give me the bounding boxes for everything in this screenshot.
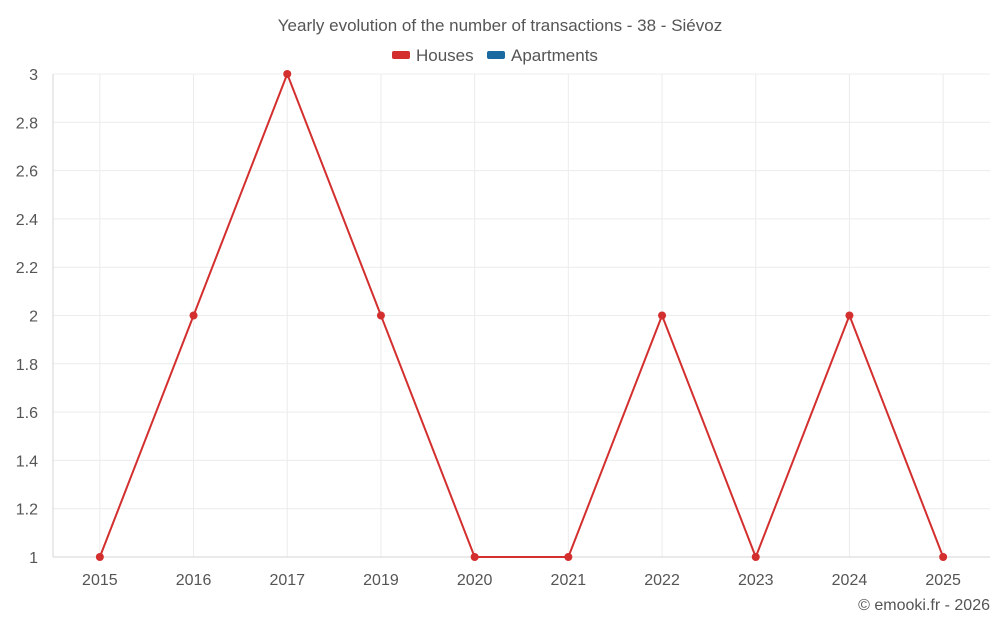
x-tick-label: 2023: [738, 572, 774, 589]
data-point-houses[interactable]: [751, 553, 760, 561]
legend-label-houses: Houses: [416, 46, 474, 65]
y-tick-label: 1.2: [16, 502, 38, 519]
legend-swatch-apartments: [487, 51, 505, 59]
data-point-houses[interactable]: [376, 311, 385, 320]
data-point-houses[interactable]: [283, 70, 292, 78]
legend-swatch-houses: [392, 51, 410, 59]
data-point-houses[interactable]: [470, 553, 479, 561]
x-tick-label: 2021: [551, 572, 587, 589]
legend: Houses Apartments: [392, 46, 598, 65]
y-tick-label: 2.4: [16, 212, 38, 229]
data-point-houses[interactable]: [845, 311, 854, 320]
y-tick-label: 1: [29, 550, 38, 567]
data-point-houses[interactable]: [189, 311, 198, 320]
data-point-houses[interactable]: [658, 311, 667, 320]
chart-title: Yearly evolution of the number of transa…: [278, 16, 722, 35]
x-tick-label: 2017: [269, 572, 305, 589]
y-tick-label: 2: [29, 309, 38, 326]
y-tick-label: 1.4: [16, 453, 38, 470]
x-tick-label: 2016: [176, 572, 212, 589]
credit: © emooki.fr - 2026: [858, 597, 990, 614]
x-tick-label: 2025: [925, 572, 961, 589]
y-tick-label: 1.8: [16, 357, 38, 374]
y-tick-label: 2.6: [16, 164, 38, 181]
y-tick-label: 2.2: [16, 260, 38, 277]
legend-label-apartments: Apartments: [511, 46, 598, 65]
x-axis-ticks: 2015 2016 2017 2019 2020 2021 2022 2023 2024 2025: [82, 572, 961, 589]
y-axis-ticks: 1 1.2 1.4 1.6 1.8 2 2.2 2.4 2.6 2.8 3: [16, 67, 38, 567]
data-point-houses[interactable]: [95, 553, 104, 561]
x-tick-label: 2015: [82, 572, 118, 589]
y-tick-label: 3: [29, 67, 38, 84]
x-tick-label: 2020: [457, 572, 493, 589]
x-tick-label: 2024: [832, 572, 868, 589]
legend-item-apartments[interactable]: Apartments: [487, 46, 598, 65]
legend-item-houses[interactable]: Houses: [392, 46, 474, 65]
series-line-houses: [98, 73, 945, 558]
y-tick-label: 2.8: [16, 115, 38, 132]
x-tick-label: 2022: [644, 572, 680, 589]
data-point-houses[interactable]: [939, 553, 948, 561]
data-point-houses[interactable]: [564, 553, 573, 561]
series-houses: [95, 70, 948, 561]
y-tick-label: 1.6: [16, 405, 38, 422]
x-tick-label: 2019: [363, 572, 399, 589]
